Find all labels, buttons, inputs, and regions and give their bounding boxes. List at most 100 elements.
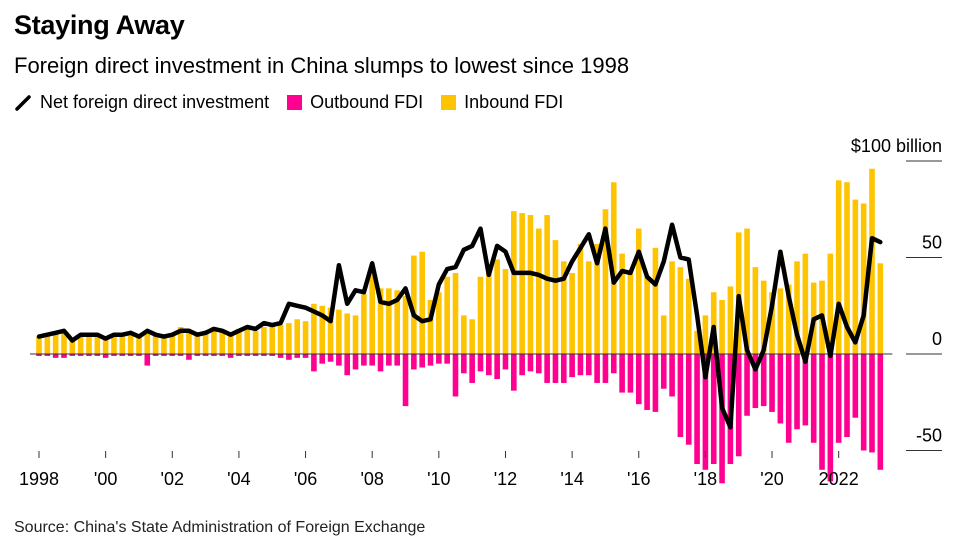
legend-item-net: Net foreign direct investment — [14, 92, 269, 113]
inbound-bar — [244, 326, 251, 354]
outbound-bar — [436, 354, 442, 364]
inbound-bar — [619, 253, 625, 354]
inbound-bar — [802, 253, 809, 354]
outbound-bar — [752, 354, 759, 409]
inbound-bar — [102, 338, 109, 354]
inbound-bar — [344, 313, 351, 354]
inbound-bar — [719, 299, 725, 354]
outbound-bar — [44, 354, 51, 356]
outbound-bar — [227, 354, 234, 358]
inbound-bar — [127, 334, 134, 354]
outbound-bar — [802, 354, 809, 426]
outbound-bar — [444, 354, 450, 364]
inbound-bar — [769, 292, 775, 354]
inbound-bar — [594, 243, 600, 354]
outbound-bar — [244, 354, 251, 356]
outbound-bar — [569, 354, 575, 378]
outbound-bar — [694, 354, 700, 465]
inbound-bar — [286, 323, 292, 354]
outbound-bar — [411, 354, 417, 370]
outbound-bar — [560, 354, 567, 383]
inbound-swatch-icon — [441, 95, 457, 110]
inbound-bar — [369, 269, 375, 354]
outbound-bar — [327, 354, 334, 362]
inbound-bar — [694, 330, 700, 354]
outbound-bar — [577, 354, 584, 376]
outbound-bars — [36, 354, 884, 484]
inbound-bar — [302, 321, 309, 354]
outbound-bar — [86, 354, 92, 356]
outbound-bar — [785, 354, 792, 443]
outbound-bar — [835, 354, 842, 443]
x-tick-label: 2022 — [819, 469, 859, 489]
outbound-bar — [186, 354, 192, 360]
outbound-bar — [127, 354, 134, 356]
inbound-bar — [119, 334, 126, 354]
chart-subtitle: Foreign direct investment in China slump… — [14, 53, 630, 78]
outbound-bar — [719, 354, 725, 484]
inbound-bar — [169, 334, 176, 354]
inbound-bar — [327, 307, 334, 354]
inbound-bar — [94, 334, 101, 354]
inbound-bar — [427, 299, 434, 354]
outbound-bar — [552, 354, 559, 383]
outbound-bar — [610, 354, 617, 374]
inbound-bar — [494, 259, 500, 354]
inbound-bar — [86, 332, 92, 354]
outbound-bar — [594, 354, 600, 383]
line-swatch-icon — [15, 94, 31, 111]
inbound-bar — [752, 267, 759, 354]
outbound-bar — [252, 354, 259, 356]
y-tick-label: -50 — [916, 426, 942, 446]
x-tick-label: '16 — [627, 469, 650, 489]
outbound-bar — [827, 354, 834, 482]
inbound-bar — [419, 251, 425, 354]
outbound-bar — [344, 354, 351, 376]
inbound-bar — [219, 330, 226, 354]
inbound-bar — [144, 330, 151, 354]
outbound-bar — [461, 354, 467, 374]
outbound-bar — [294, 354, 301, 358]
inbound-bar — [269, 323, 276, 354]
inbound-bar — [352, 315, 359, 354]
inbound-bar — [527, 215, 534, 354]
outbound-bar — [419, 354, 425, 368]
net-fdi-line — [36, 222, 883, 430]
outbound-bar — [402, 354, 409, 407]
outbound-bar — [469, 354, 475, 383]
inbound-bar — [536, 228, 542, 354]
outbound-bar — [544, 354, 550, 383]
inbound-bar — [252, 330, 259, 354]
inbound-bar — [569, 272, 575, 354]
inbound-bar — [677, 267, 684, 354]
inbound-bar — [660, 315, 667, 354]
inbound-bar — [361, 294, 367, 354]
y-tick-label: $100 billion — [851, 136, 942, 156]
inbound-bar — [202, 330, 209, 354]
legend: Net foreign direct investment Outbound F… — [14, 92, 581, 113]
x-tick-label: '20 — [760, 469, 783, 489]
outbound-bar — [777, 354, 784, 424]
inbound-bar — [236, 328, 242, 354]
outbound-bar — [735, 354, 742, 457]
inbound-bar — [760, 280, 767, 354]
inbound-bar — [111, 334, 117, 354]
outbound-bar — [627, 354, 634, 393]
x-tick-label: 1998 — [19, 469, 59, 489]
inbound-bar — [477, 276, 484, 354]
outbound-bar — [660, 354, 667, 389]
inbound-bar — [336, 309, 342, 354]
inbound-bar — [211, 326, 217, 354]
inbound-bar — [152, 334, 159, 354]
inbound-bar — [461, 315, 467, 354]
outbound-bar — [152, 354, 159, 356]
outbound-bar — [286, 354, 292, 360]
outbound-bar — [669, 354, 675, 397]
outbound-bar — [536, 354, 542, 374]
inbound-bar — [727, 286, 734, 354]
inbound-bar — [227, 332, 234, 354]
x-tick-label: '04 — [227, 469, 250, 489]
outbound-bar — [161, 354, 167, 356]
outbound-bar — [136, 354, 142, 356]
outbound-bar — [644, 354, 650, 410]
